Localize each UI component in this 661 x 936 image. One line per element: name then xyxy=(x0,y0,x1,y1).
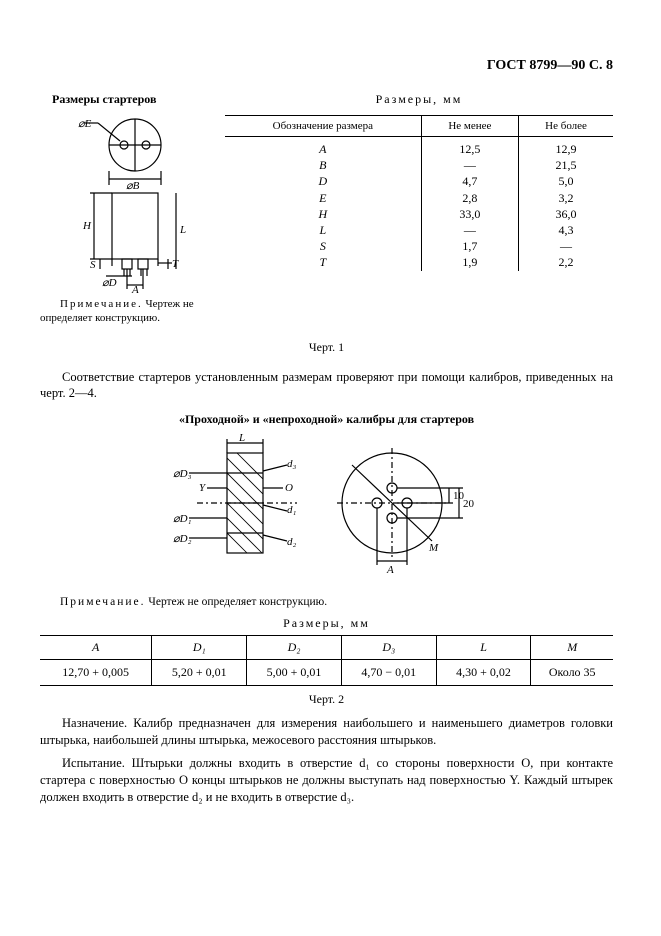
lbl2-20: 20 xyxy=(463,498,475,510)
th2-D3: D₃ xyxy=(341,636,436,660)
dim-label-1: Размеры, мм xyxy=(225,92,613,107)
fig2-label: Черт. 2 xyxy=(40,692,613,707)
lbl-E: ⌀E xyxy=(78,118,92,130)
lbl2-D1: ⌀D₁ xyxy=(173,513,192,525)
lbl2-Y: Y xyxy=(199,482,207,494)
cell-max: 36,0 xyxy=(519,206,613,222)
cell-sym: A xyxy=(225,137,421,158)
th2-D2: D₂ xyxy=(247,636,342,660)
doc-header: ГОСТ 8799—90 С. 8 xyxy=(40,58,613,74)
lbl2-M: M xyxy=(428,542,439,554)
th2-D1: D₁ xyxy=(152,636,247,660)
para-conformity: Соответствие стартеров установленным раз… xyxy=(40,369,613,403)
cell2-D3: 4,70 − 0,01 xyxy=(341,660,436,686)
cell-sym: E xyxy=(225,190,421,206)
table-row: E2,83,2 xyxy=(225,190,613,206)
cell-min: 12,5 xyxy=(421,137,518,158)
cell-sym: B xyxy=(225,157,421,173)
table-row: A12,512,9 xyxy=(225,137,613,158)
table-row: D4,75,0 xyxy=(225,173,613,189)
table-row: S1,7— xyxy=(225,238,613,254)
para-purpose: Назначение. Калибр предназначен для изме… xyxy=(40,715,613,749)
cell2-A: 12,70 + 0,005 xyxy=(40,660,152,686)
th-max: Не более xyxy=(519,116,613,137)
table-header-row: Обозначение размера Не менее Не более xyxy=(225,116,613,137)
para-test: Испытание. Штырьки должны входить в отве… xyxy=(40,755,613,806)
dimensions-table: Обозначение размера Не менее Не более A1… xyxy=(225,115,613,271)
cell-max: 5,0 xyxy=(519,173,613,189)
test-prefix: Испытание. xyxy=(62,756,125,770)
cell-min: 2,8 xyxy=(421,190,518,206)
purpose-prefix: Назначение. xyxy=(62,716,127,730)
th-designation: Обозначение размера xyxy=(225,116,421,137)
cell-max: 12,9 xyxy=(519,137,613,158)
cell-min: 4,7 xyxy=(421,173,518,189)
cell-max: — xyxy=(519,238,613,254)
diagram1-note: Примечание. Чертеж не определяет констру… xyxy=(40,297,210,326)
note1-prefix: Примечание. xyxy=(60,298,143,310)
table-row: H33,036,0 xyxy=(225,206,613,222)
th2-M: M xyxy=(531,636,613,660)
lbl2-d1: d₁ xyxy=(287,504,297,516)
cell2-L: 4,30 + 0,02 xyxy=(436,660,531,686)
caliber-title: «Проходной» и «непроходной» калибры для … xyxy=(40,412,613,427)
lbl2-A: A xyxy=(386,564,394,576)
cell-max: 3,2 xyxy=(519,190,613,206)
cell2-D1: 5,20 + 0,01 xyxy=(152,660,247,686)
lbl-S: S xyxy=(90,259,96,271)
note2-text: Чертеж не определяет конструкцию. xyxy=(145,596,327,608)
diagram2-note: Примечание. Чертеж не определяет констру… xyxy=(40,596,613,608)
caliber-table: A D₁ D₂ D₃ L M 12,70 + 0,005 5,20 + 0,01… xyxy=(40,635,613,686)
cell-sym: S xyxy=(225,238,421,254)
cell-min: 1,7 xyxy=(421,238,518,254)
cell-sym: T xyxy=(225,254,421,270)
starter-sizes-title: Размеры стартеров xyxy=(40,92,210,107)
cell-min: — xyxy=(421,222,518,238)
fig1-label: Черт. 1 xyxy=(40,340,613,355)
dim-label-2: Размеры, мм xyxy=(40,616,613,631)
cell-sym: L xyxy=(225,222,421,238)
table-row: T1,92,2 xyxy=(225,254,613,270)
cell2-D2: 5,00 + 0,01 xyxy=(247,660,342,686)
note2-prefix: Примечание. xyxy=(60,596,145,608)
cell-max: 2,2 xyxy=(519,254,613,270)
th-min: Не менее xyxy=(421,116,518,137)
table2-row: 12,70 + 0,005 5,20 + 0,01 5,00 + 0,01 4,… xyxy=(40,660,613,686)
cell-max: 21,5 xyxy=(519,157,613,173)
lbl2-D3: ⌀D₃ xyxy=(173,468,192,480)
starter-diagram: ⌀E ⌀B H S ⌀D A T L xyxy=(50,113,200,293)
lbl2-D2: ⌀D₂ xyxy=(173,533,192,545)
lbl-D: ⌀D xyxy=(102,277,117,289)
cell-min: — xyxy=(421,157,518,173)
test-text: Штырьки должны входить в отверстие d₁ со… xyxy=(40,756,613,804)
table-row: B—21,5 xyxy=(225,157,613,173)
cell-min: 1,9 xyxy=(421,254,518,270)
cell-sym: H xyxy=(225,206,421,222)
th2-L: L xyxy=(436,636,531,660)
lbl2-L: L xyxy=(238,433,245,444)
lbl-B: ⌀B xyxy=(126,180,140,192)
lbl-H: H xyxy=(82,220,92,232)
caliber-diagram: L ⌀D₃ ⌀D₁ ⌀D₂ d₃ d₁ d₂ Y O A 10 20 M xyxy=(167,433,487,583)
lbl2-O: O xyxy=(285,482,293,494)
lbl2-d2: d₂ xyxy=(287,536,297,548)
th2-A: A xyxy=(40,636,152,660)
cell2-M: Около 35 xyxy=(531,660,613,686)
cell-min: 33,0 xyxy=(421,206,518,222)
cell-sym: D xyxy=(225,173,421,189)
lbl2-d3: d₃ xyxy=(287,458,297,470)
table2-header-row: A D₁ D₂ D₃ L M xyxy=(40,636,613,660)
lbl-A: A xyxy=(131,284,139,293)
lbl-T: T xyxy=(172,258,179,270)
cell-max: 4,3 xyxy=(519,222,613,238)
table-row: L—4,3 xyxy=(225,222,613,238)
lbl-L: L xyxy=(179,224,186,236)
